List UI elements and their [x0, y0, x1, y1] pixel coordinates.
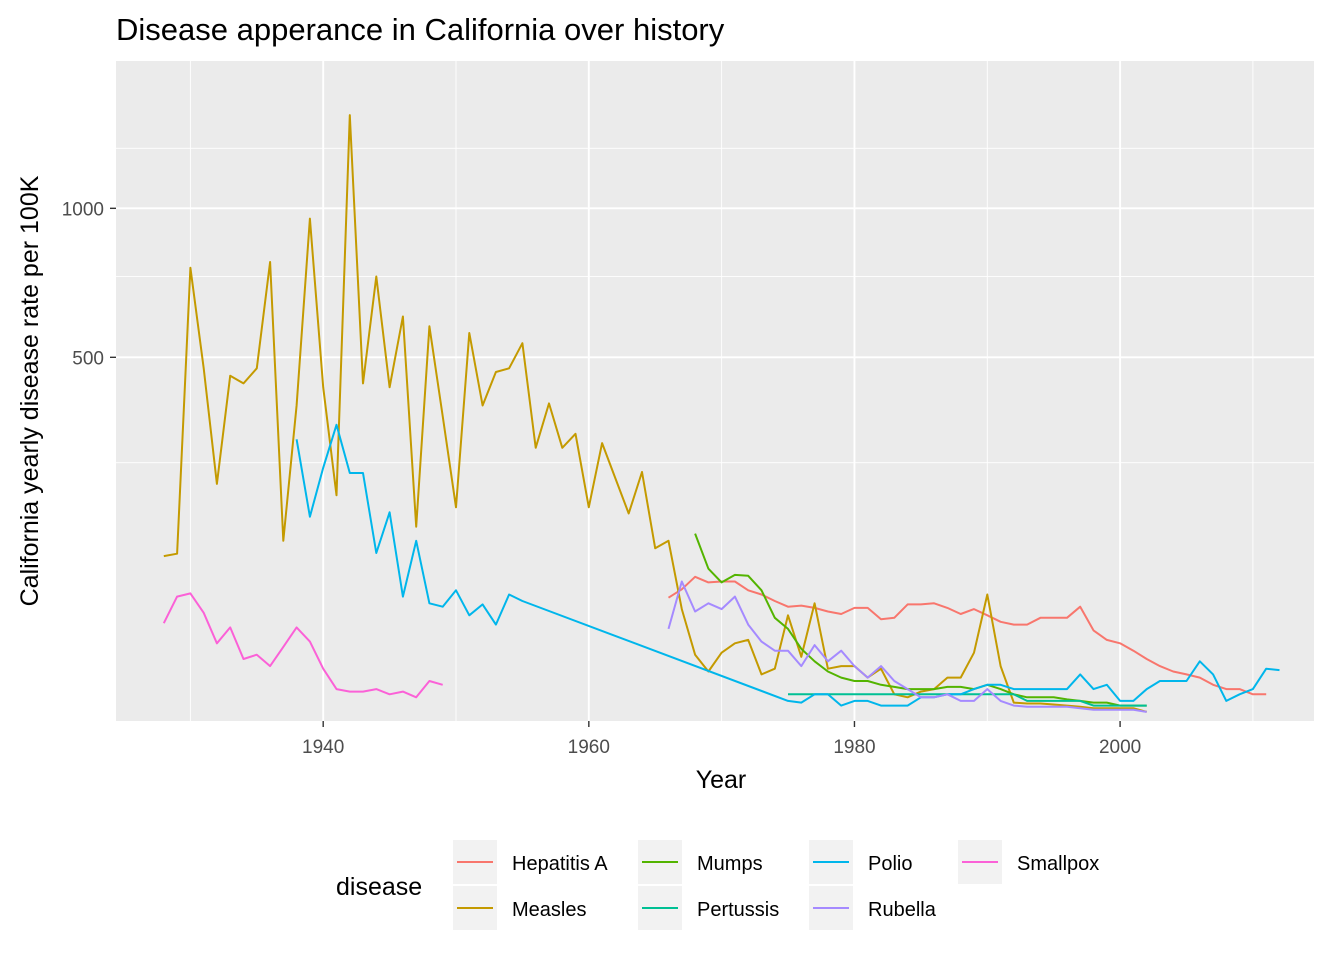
- legend-label: Hepatitis A: [512, 853, 608, 875]
- series-line-smallpox: [162, 592, 443, 699]
- legend-label: Smallpox: [1017, 853, 1099, 875]
- y-axis-title: California yearly disease rate per 100K: [16, 175, 44, 606]
- legend-item-mumps: Mumps: [638, 840, 763, 884]
- legend-item-smallpox: Smallpox: [958, 840, 1099, 884]
- legend-label: Pertussis: [697, 899, 779, 921]
- chart-title: Disease apperance in California over his…: [116, 12, 725, 47]
- series-line-polio: [295, 423, 1280, 707]
- legend-item-pertussis: Pertussis: [638, 886, 779, 930]
- x-tick-label: 1940: [302, 737, 344, 758]
- y-tick-label: 500: [72, 348, 104, 369]
- x-tick-label: 2000: [1099, 737, 1141, 758]
- series-line-pertussis: [788, 693, 1147, 707]
- legend: Hepatitis A Measles Mumps Pertussis Polio Rub…: [453, 840, 1099, 930]
- legend-item-hepatitis-a: Hepatitis A: [453, 840, 608, 884]
- legend-item-measles: Measles: [453, 886, 586, 930]
- series-line-hepatitis-a: [667, 575, 1267, 696]
- series-line-rubella: [667, 580, 1147, 713]
- axis-ticks: 1940 1960 1980 2000 500 1000: [62, 199, 1142, 758]
- x-tick-label: 1980: [833, 737, 875, 758]
- series-line-measles: [163, 114, 1147, 713]
- legend-item-polio: Polio: [809, 840, 912, 884]
- legend-label: Rubella: [868, 899, 937, 921]
- y-tick-label: 1000: [62, 199, 104, 220]
- x-tick-label: 1960: [568, 737, 610, 758]
- legend-label: Measles: [512, 899, 586, 921]
- legend-label: Mumps: [697, 853, 763, 875]
- series-lines: [162, 114, 1280, 713]
- x-axis-title: Year: [696, 766, 747, 794]
- legend-label: Polio: [868, 853, 912, 875]
- legend-item-rubella: Rubella: [809, 886, 937, 930]
- grid: [116, 61, 1314, 721]
- legend-title: disease: [336, 873, 422, 901]
- plot-panel: [116, 61, 1314, 721]
